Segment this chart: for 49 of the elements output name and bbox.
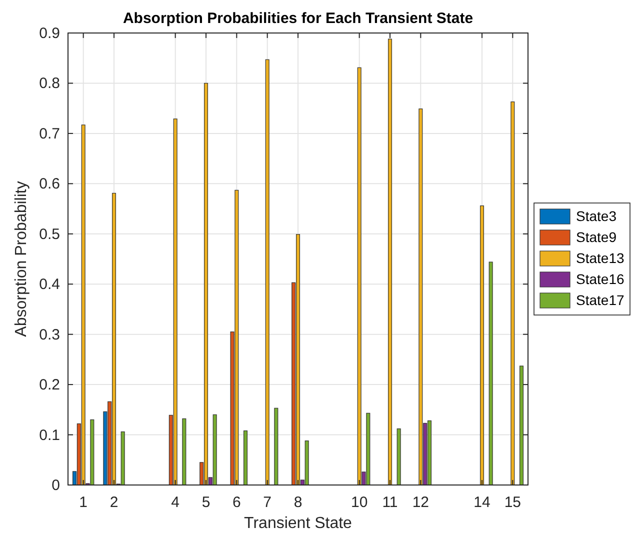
legend-label: State17 — [576, 292, 624, 308]
bar — [488, 262, 493, 486]
bar — [304, 440, 309, 486]
y-tick-label: 0.7 — [39, 125, 60, 142]
y-axis-title: Absorption Probability — [13, 181, 30, 337]
bar — [274, 408, 278, 486]
y-tick-label: 0.9 — [39, 25, 60, 42]
bar — [243, 430, 248, 486]
bar — [265, 59, 270, 486]
y-tick-label: 0.6 — [39, 176, 60, 193]
x-tick-label: 15 — [504, 494, 522, 511]
bar — [182, 418, 186, 486]
y-tick-label: 0.3 — [39, 326, 60, 344]
bar — [519, 366, 524, 486]
x-tick-label: 10 — [350, 494, 368, 511]
bar — [427, 420, 432, 486]
bar — [418, 108, 423, 486]
x-tick-label: 14 — [474, 494, 490, 511]
x-tick-label: 1 — [79, 494, 88, 511]
y-tick-label: 0.2 — [39, 376, 60, 394]
x-tick-label: 4 — [171, 494, 180, 511]
bar — [173, 118, 178, 486]
legend-label: State3 — [576, 208, 617, 224]
bar — [388, 38, 392, 486]
x-tick-label: 5 — [202, 494, 210, 511]
x-tick-label: 8 — [294, 494, 302, 511]
legend-label: State16 — [576, 271, 624, 287]
x-tick-label: 12 — [412, 494, 430, 511]
bar — [296, 234, 300, 486]
bar — [396, 428, 401, 486]
x-tick-label: 2 — [110, 494, 118, 511]
chart-title: Absorption Probabilities for Each Transient State — [122, 10, 474, 27]
y-tick-label: 0 — [52, 477, 60, 494]
bar — [204, 82, 208, 486]
bar — [112, 192, 116, 486]
bar — [480, 205, 484, 486]
x-axis-title: Transient State — [244, 515, 352, 532]
bar — [120, 431, 125, 486]
x-tick-label: 11 — [382, 494, 398, 511]
y-tick-label: 0.4 — [39, 276, 60, 294]
y-tick-label: 0.1 — [39, 426, 60, 444]
bar — [510, 102, 515, 486]
legend-label: State13 — [576, 250, 624, 266]
bar — [212, 414, 217, 486]
y-tick-label: 0.5 — [39, 226, 60, 243]
x-tick-label: 7 — [263, 494, 272, 511]
x-tick-label: 6 — [232, 494, 241, 511]
y-tick-label: 0.8 — [39, 75, 60, 92]
legend-label: State9 — [576, 229, 617, 245]
